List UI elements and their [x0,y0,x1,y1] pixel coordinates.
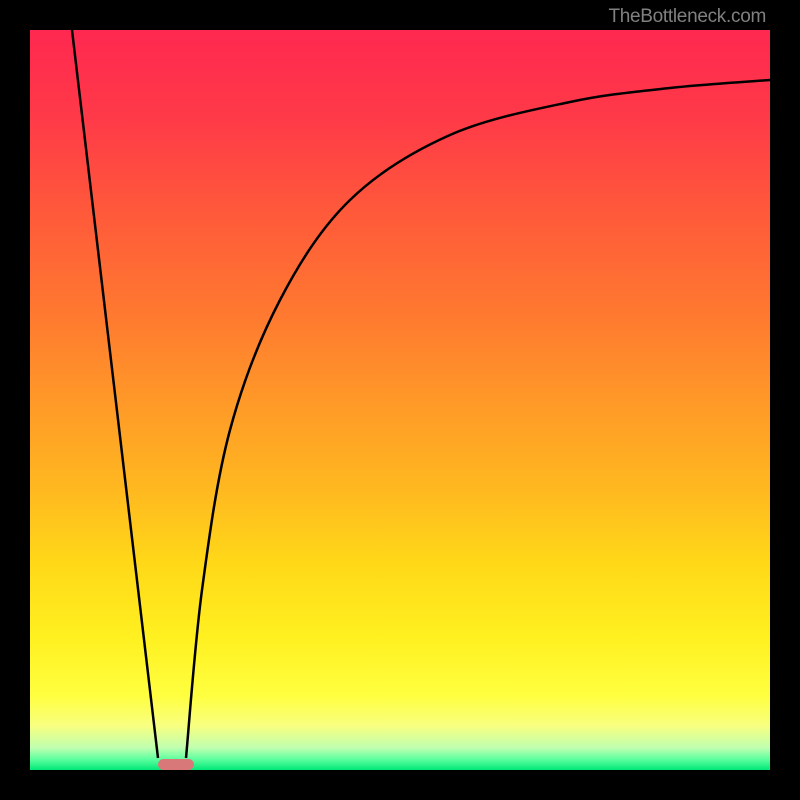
chart-area [30,30,770,770]
ascending-curve [186,80,770,758]
descending-line [72,30,158,758]
minimum-marker [158,759,194,770]
curve-overlay [30,30,770,770]
watermark-text: TheBottleneck.com [608,6,766,28]
